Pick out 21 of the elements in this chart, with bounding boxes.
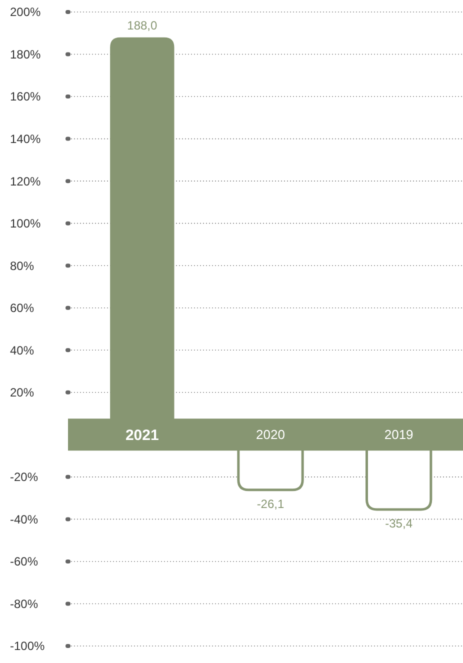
data-label: -35,4 [385, 516, 413, 530]
y-tick-label: -60% [10, 554, 38, 569]
y-tick-label: 140% [10, 132, 42, 146]
y-tick-label: 60% [10, 301, 34, 316]
x-tick-label: 2019 [384, 427, 414, 442]
y-tick-label: -40% [10, 512, 38, 526]
y-tick-label: 80% [10, 258, 34, 273]
data-label: -26,1 [256, 496, 284, 511]
x-tick-label: 2021 [125, 426, 159, 444]
y-tick-label: 200% [10, 5, 42, 20]
y-tick-label: 180% [10, 47, 42, 62]
data-label: 188,0 [127, 18, 158, 32]
y-tick-label: 20% [10, 386, 34, 400]
y-tick-label: -100% [10, 639, 46, 654]
x-tick-label: 2020 [256, 427, 285, 442]
y-tick-label: -80% [10, 596, 38, 611]
y-tick-label: 40% [10, 343, 34, 358]
y-tick-label: 120% [10, 174, 42, 188]
y-tick-label: -20% [10, 470, 38, 484]
y-tick-label: 160% [10, 90, 42, 104]
y-tick-label: 100% [10, 216, 42, 231]
